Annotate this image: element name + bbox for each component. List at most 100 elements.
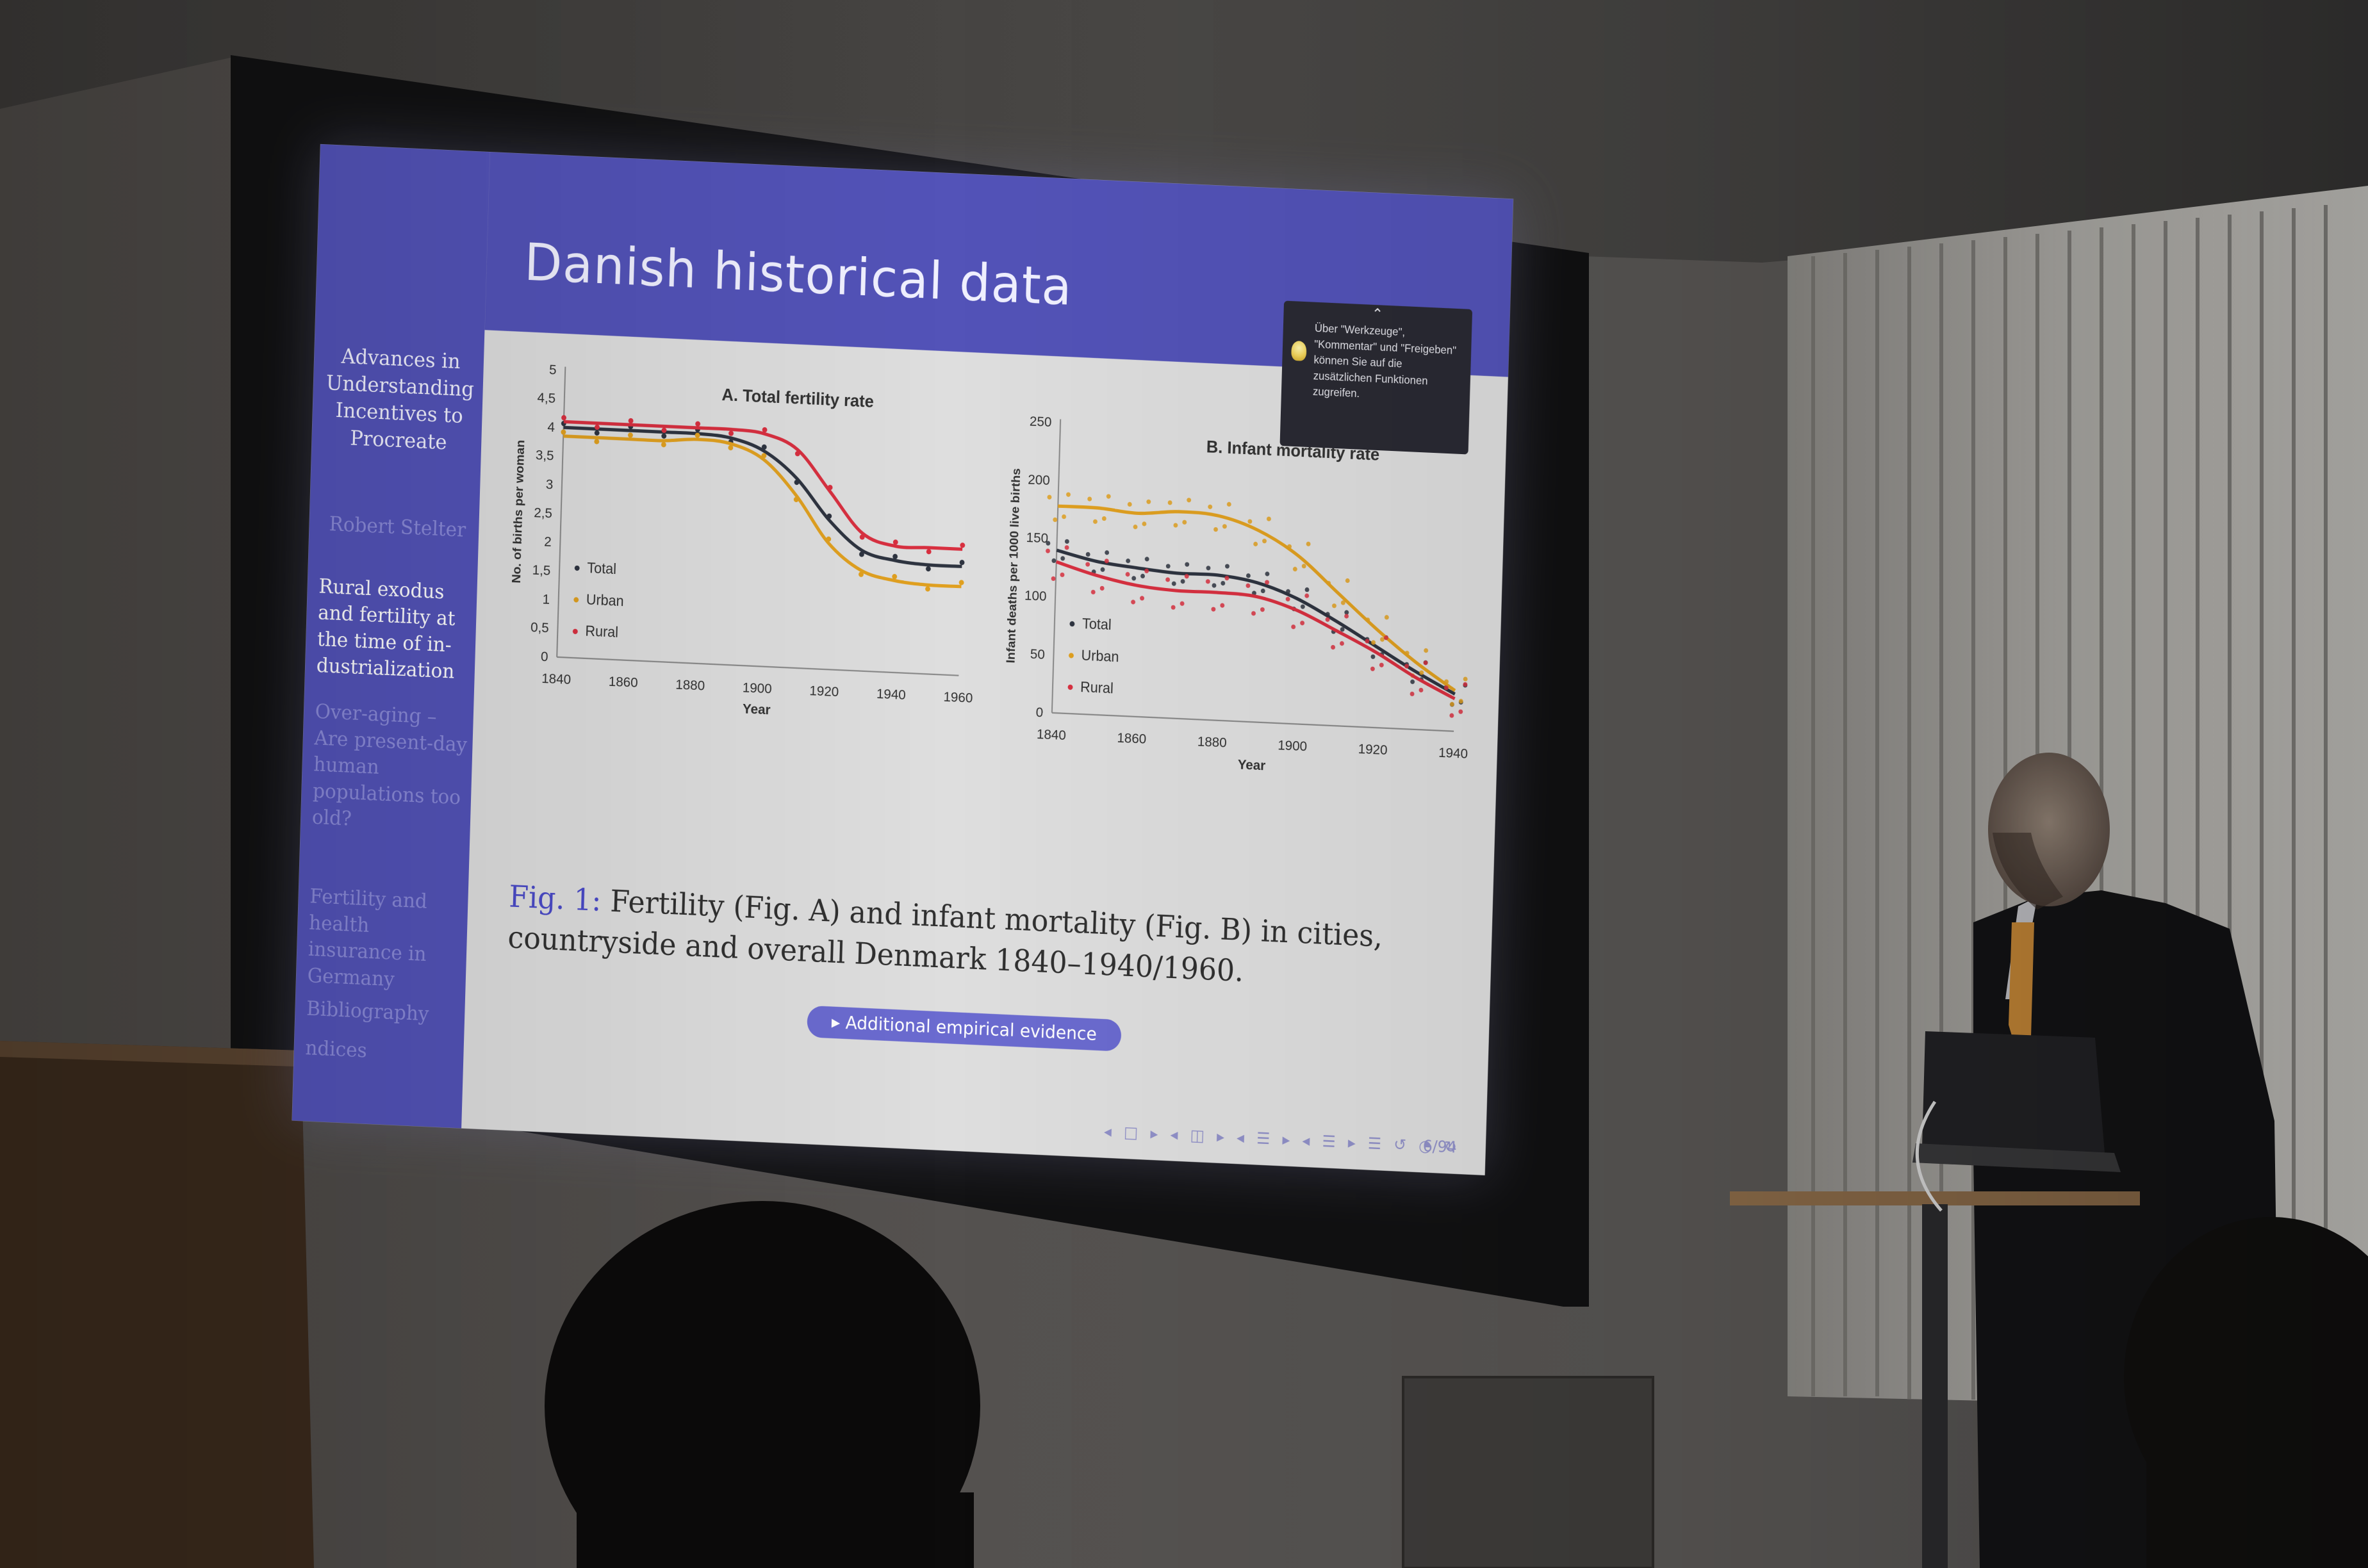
data-point-rural <box>1260 607 1265 612</box>
legend-label-urban: Urban <box>1081 647 1119 665</box>
data-point-total <box>1340 627 1345 632</box>
data-point-total <box>1064 539 1069 544</box>
x-tick-label: 1880 <box>675 677 705 694</box>
sidebar-item-over-aging[interactable]: Over-aging – Are present-day human popul… <box>311 700 468 831</box>
data-point-rural <box>1404 664 1409 669</box>
x-tick-label: 1960 <box>943 689 973 706</box>
data-point-rural <box>1064 545 1069 550</box>
x-tick-label: 1920 <box>1358 742 1387 758</box>
data-point-rural <box>1458 709 1463 714</box>
y-tick-label: 0 <box>1035 705 1043 720</box>
data-point-rural <box>960 543 966 548</box>
data-point-total <box>1144 557 1149 562</box>
y-tick-label: 4 <box>547 420 555 435</box>
x-axis-label: Year <box>743 701 771 718</box>
y-tick-label: 1 <box>542 592 550 607</box>
data-point-urban <box>1066 492 1071 497</box>
data-point-urban <box>1404 650 1410 656</box>
sidebar-item-rural-exodus[interactable]: Rural exodus and fertility at the time o… <box>316 575 456 683</box>
data-point-total <box>1206 566 1211 571</box>
x-tick-label: 1880 <box>1197 734 1227 751</box>
data-point-rural <box>1090 589 1096 594</box>
data-point-urban <box>1182 519 1187 525</box>
data-point-total <box>1060 556 1065 561</box>
data-point-total <box>826 513 832 519</box>
data-point-rural <box>628 418 634 424</box>
data-point-urban <box>761 453 767 459</box>
data-point-urban <box>1106 494 1111 499</box>
data-point-rural <box>1085 562 1090 567</box>
data-point-rural <box>1171 605 1176 610</box>
data-point-total <box>1344 610 1349 615</box>
y-tick-label: 250 <box>1030 414 1052 430</box>
data-point-urban <box>1167 500 1172 505</box>
data-point-total <box>794 479 800 486</box>
data-point-urban <box>1208 504 1213 509</box>
data-point-total <box>1140 573 1145 578</box>
tooltip-text: Über "Werkzeuge", "Kommentar" und "Freig… <box>1312 322 1457 400</box>
data-point-rural <box>1246 583 1251 588</box>
data-point-total <box>1265 571 1270 576</box>
data-point-rural <box>661 427 667 433</box>
tooltip-popup: ⌃ Über "Werkzeuge", "Kommentar" und "Fre… <box>1279 300 1473 455</box>
y-axis-label: Infant deaths per 1000 live births <box>1005 468 1023 664</box>
chevron-up-icon[interactable]: ⌃ <box>1371 306 1384 323</box>
data-point-urban <box>958 580 964 585</box>
data-point-rural <box>1165 577 1171 582</box>
data-point-urban <box>594 439 600 445</box>
x-tick-label: 1940 <box>1438 745 1468 762</box>
y-tick-label: 200 <box>1028 472 1050 488</box>
data-point-rural <box>1060 572 1065 578</box>
data-point-urban <box>1253 541 1258 546</box>
sidebar-presentation-title: Advances in Understanding Incentives to … <box>325 345 475 455</box>
figure-caption-label: Fig. 1: <box>508 879 602 919</box>
sidebar-item-fertility-health[interactable]: Fertility and health insurance in German… <box>307 885 428 992</box>
y-tick-label: 3 <box>546 477 554 493</box>
data-point-total <box>661 433 667 439</box>
legend-marker-total <box>1069 621 1075 627</box>
x-tick-label: 1840 <box>1037 727 1066 744</box>
x-axis-label: Year <box>1237 757 1265 774</box>
data-point-total <box>859 551 864 557</box>
data-point-total <box>1260 588 1265 594</box>
data-point-rural <box>1418 687 1424 693</box>
data-point-rural <box>1379 662 1384 667</box>
data-point-total <box>1185 562 1190 567</box>
data-point-urban <box>1371 640 1376 645</box>
data-point-urban <box>1458 699 1463 704</box>
presentation-slide: Danish historical data Advances in Under… <box>292 144 1514 1175</box>
data-point-total <box>1180 579 1185 584</box>
data-point-urban <box>1384 615 1389 620</box>
data-point-rural <box>1265 580 1269 585</box>
data-point-total <box>1221 580 1226 586</box>
data-point-urban <box>1093 519 1098 524</box>
data-point-urban <box>1053 517 1058 523</box>
data-point-rural <box>1325 617 1330 622</box>
data-point-urban <box>1301 564 1306 569</box>
legend-label-rural: Rural <box>585 623 618 641</box>
data-point-total <box>1131 576 1137 581</box>
data-point-rural <box>1285 596 1290 601</box>
series-line-rural <box>1056 560 1456 701</box>
x-tick-label: 1940 <box>876 687 906 703</box>
legend-label-total: Total <box>587 559 616 577</box>
data-point-urban <box>1463 676 1468 682</box>
data-point-urban <box>1062 514 1067 519</box>
data-point-rural <box>1051 576 1056 581</box>
data-point-total <box>1300 604 1305 609</box>
data-point-urban <box>1365 617 1370 623</box>
data-point-total <box>1286 589 1290 594</box>
series-line-urban <box>563 434 962 589</box>
legend-marker-urban <box>573 597 579 603</box>
data-point-urban <box>1332 603 1336 608</box>
data-point-urban <box>1326 580 1331 586</box>
data-point-rural <box>1304 593 1310 598</box>
data-point-rural <box>695 421 701 427</box>
x-tick-label: 1900 <box>743 680 772 697</box>
data-point-rural <box>1104 559 1109 564</box>
data-point-total <box>1325 612 1330 617</box>
y-tick-label: 2 <box>544 534 552 550</box>
data-point-urban <box>1226 502 1231 507</box>
y-axis-line <box>1051 419 1062 713</box>
data-point-rural <box>1220 603 1225 608</box>
